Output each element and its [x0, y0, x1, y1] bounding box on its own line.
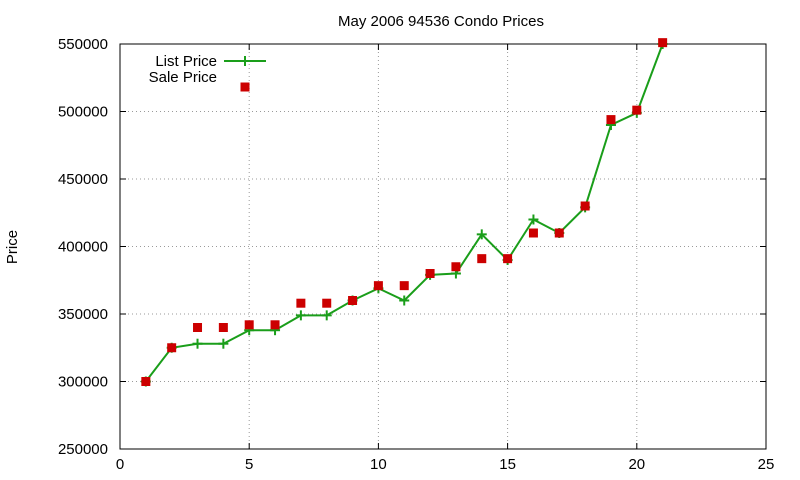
sale-price-series — [141, 38, 668, 386]
list-price-point — [321, 310, 332, 321]
legend-label: List Price — [155, 53, 217, 70]
y-tick-label: 550000 — [58, 36, 108, 53]
sale-price-point — [167, 343, 177, 353]
list-price-point — [476, 229, 487, 240]
list-price-point — [295, 310, 306, 321]
sale-price-point — [528, 228, 538, 238]
list-price-point — [399, 295, 410, 306]
sale-price-point — [632, 105, 642, 115]
plot-frame — [119, 43, 767, 450]
chart-title: May 2006 94536 Condo Prices — [338, 13, 544, 30]
legend-marker — [240, 82, 250, 92]
sale-price-point — [244, 320, 254, 330]
sale-price-point — [322, 298, 332, 308]
y-tick-label: 500000 — [58, 104, 108, 121]
sale-price-point — [141, 377, 151, 386]
sale-price-point — [218, 323, 228, 332]
list-price-point — [528, 214, 539, 225]
sale-price-point — [425, 269, 435, 278]
sale-price-point — [193, 323, 203, 332]
y-tick-label: 250000 — [58, 441, 108, 458]
list-price-point — [192, 338, 203, 349]
x-tick-label: 10 — [370, 456, 387, 473]
y-tick-label: 300000 — [58, 374, 108, 391]
list-price-point — [218, 338, 229, 349]
sale-price-point — [451, 262, 461, 272]
sale-price-point — [606, 115, 616, 125]
axes: 0 5 10 15 20 25 250000 300000 350000 400000 450000… — [58, 36, 774, 473]
sale-price-point — [477, 254, 487, 264]
sale-price-point — [270, 320, 280, 330]
x-tick-label: 0 — [116, 456, 124, 473]
legend-label: Sale Price — [149, 69, 217, 86]
sale-price-point — [658, 38, 668, 48]
list-price-series — [140, 39, 668, 387]
plot-area — [140, 38, 668, 387]
y-axis-label: Price — [4, 230, 21, 264]
sale-price-point — [399, 281, 409, 291]
sale-price-point — [348, 296, 358, 305]
y-tick-label: 450000 — [58, 171, 108, 188]
sale-price-point — [554, 228, 564, 238]
sale-price-point — [503, 254, 513, 264]
x-tick-label: 25 — [758, 456, 775, 473]
sale-price-point — [580, 201, 590, 211]
legend-marker — [240, 56, 250, 66]
sale-price-point — [296, 298, 306, 308]
y-tick-label: 350000 — [58, 306, 108, 323]
x-tick-label: 20 — [628, 456, 645, 473]
y-tick-label: 400000 — [58, 239, 108, 256]
sale-price-point — [373, 281, 383, 291]
x-tick-label: 5 — [245, 456, 253, 473]
grid — [120, 44, 766, 449]
x-tick-label: 15 — [499, 456, 516, 473]
